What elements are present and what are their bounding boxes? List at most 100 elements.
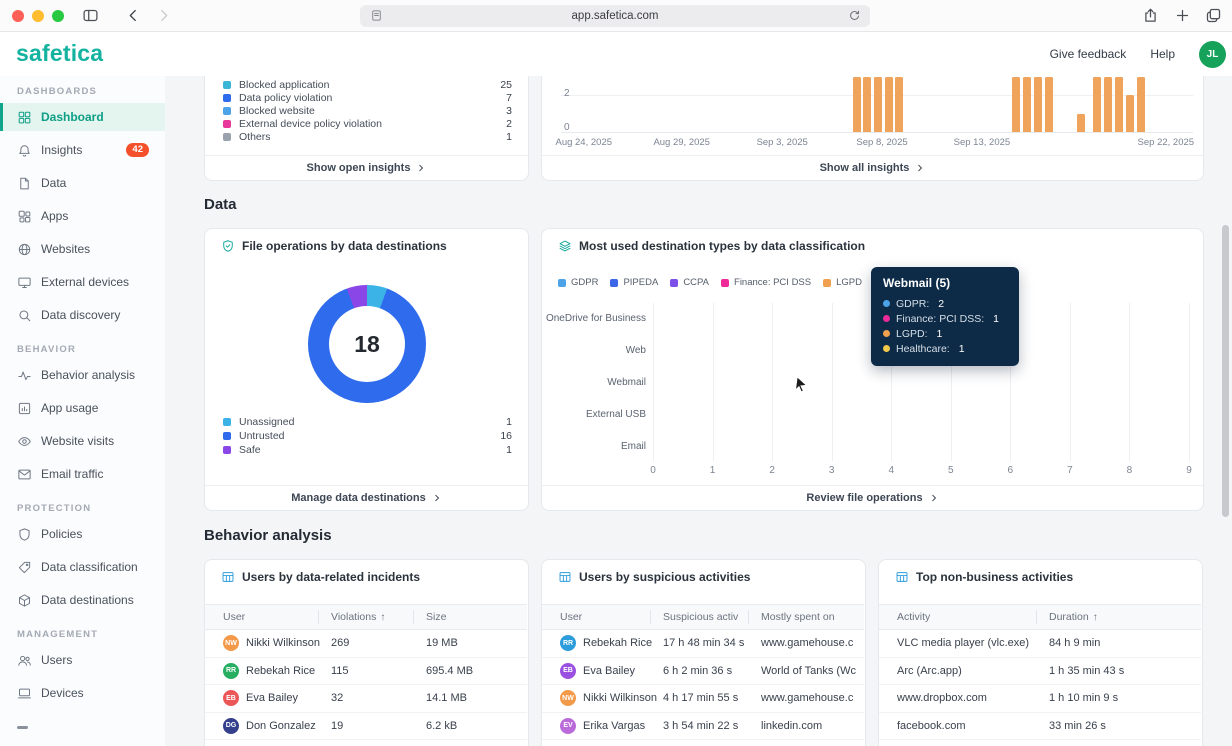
card-title: Users by suspicious activities [579,570,751,584]
sidebar-item-devices[interactable]: Devices [0,679,165,707]
table-cell: 695.4 MB [426,665,527,677]
x-tick-label: 2 [769,465,775,476]
header-label: Suspicious activ [663,611,739,623]
destination-icon [17,593,32,608]
show-all-insights-link[interactable]: Show all insights [542,155,1203,180]
manage-data-destinations-link[interactable]: Manage data destinations [205,485,528,510]
cell-text: www.gamehouse.c [761,692,854,705]
column-header[interactable]: Suspicious activ [663,604,761,630]
sidebar-item-users[interactable]: Users [0,646,165,674]
back-button[interactable] [125,7,145,25]
page-settings-icon[interactable] [370,9,383,27]
table-row[interactable]: EV Erika Vargas 3 h 54 min 22 s linkedin.co… [542,713,864,740]
cell-text: facebook.com [897,719,966,732]
gridline [772,303,774,461]
sidebar-item-data-classification[interactable]: Data classification [0,553,165,581]
table-cell: NW Nikki Wilkinson [560,690,663,707]
table-cell: 14.1 MB [426,692,527,704]
cell-text: 33 min 26 s [1049,719,1106,732]
x-axis-label: Sep 22, 2025 [1137,137,1195,148]
table-cell: www.gamehouse.c [761,692,864,704]
table-row[interactable]: RR Rebekah Rice 17 h 48 min 34 s www.gameho… [542,630,864,658]
window-close-button[interactable] [12,10,24,22]
tooltip-swatch [883,315,890,322]
destination-types-card: Most used destination types by data clas… [541,228,1204,511]
table-header: User Suspicious activ Mostly spent on [542,604,864,630]
window-zoom-button[interactable] [52,10,64,22]
sidebar-item-label: Apps [41,209,69,223]
tooltip-label: GDPR: [896,297,930,310]
legend-item: Blocked website 3 [223,104,512,117]
category-label: External USB [585,409,646,420]
bar [1044,77,1053,132]
user-avatar[interactable]: JL [1199,40,1226,68]
scrollbar-thumb[interactable] [1222,225,1229,517]
cell-text: World of Tanks (Wc [761,664,856,677]
share-icon[interactable] [1142,7,1162,25]
sidebar-item-policies[interactable]: Policies [0,520,165,548]
safetica-logo[interactable]: safetica [16,40,104,66]
cell-text: Erika Vargas [583,719,646,732]
give-feedback-link[interactable]: Give feedback [1049,47,1127,61]
sidebar-item-website-visits[interactable]: Website visits [0,427,165,455]
cell-text: 115 [331,664,349,677]
table-row[interactable]: NW Nikki Wilkinson 4 h 17 min 55 s www.game… [542,685,864,713]
cell-text: Arc (Arc.app) [897,664,962,677]
sidebar-item-dashboard[interactable]: Dashboard [0,103,165,131]
help-link[interactable]: Help [1150,47,1175,61]
address-bar[interactable]: app.safetica.com [360,5,870,27]
table-row[interactable]: facebook.com 33 min 26 s [879,713,1201,740]
legend-item: Unassigned 1 [223,415,512,429]
top-nonbusiness-card: Top non-business activities Activity Dura… [878,559,1203,746]
new-tab-icon[interactable] [1174,7,1194,25]
reload-icon[interactable] [848,9,861,27]
sidebar-section-label: MANAGEMENT [17,629,99,640]
sidebar-item-websites[interactable]: Websites [0,235,165,263]
column-header[interactable]: User [560,604,663,630]
forward-button[interactable] [155,7,175,25]
table-row[interactable]: Arc (Arc.app) 1 h 35 min 43 s [879,658,1201,685]
bar [1012,77,1021,132]
sidebar-item-data[interactable]: Data [0,169,165,197]
column-header[interactable]: Duration ↑ [1049,604,1201,630]
review-file-operations-link[interactable]: Review file operations [542,485,1203,510]
sidebar-toggle-icon[interactable] [82,7,102,25]
window-minimize-button[interactable] [32,10,44,22]
window-controls [12,10,64,22]
sidebar-item-email-traffic[interactable]: Email traffic [0,460,165,488]
column-header[interactable]: Violations ↑ [331,604,426,630]
sidebar-item-apps[interactable]: Apps [0,202,165,230]
sidebar-item-app-usage[interactable]: App usage [0,394,165,422]
cell-text: Nikki Wilkinson [246,637,320,650]
table-row[interactable]: NW Nikki Wilkinson 269 19 MB [205,630,527,658]
table-body: NW Nikki Wilkinson 269 19 MB RR Rebekah Rice 1… [205,630,527,740]
tooltip-swatch [883,330,890,337]
table-row[interactable]: RR Rebekah Rice 115 695.4 MB [205,658,527,685]
cell-text: 1 h 10 min 9 s [1049,692,1119,705]
show-open-insights-link[interactable]: Show open insights [205,155,528,180]
legend-label: Others [239,131,271,144]
table-row[interactable]: EB Eva Bailey 32 14.1 MB [205,685,527,713]
column-header[interactable]: Size [426,604,527,630]
bar [1104,77,1113,132]
sidebar-item-insights[interactable]: Insights 42 [0,136,165,164]
column-header[interactable]: Mostly spent on [761,604,864,630]
document-icon [17,176,32,191]
sidebar: DASHBOARDS Dashboard Insights 42 Data Apps Web… [0,76,165,746]
table-row[interactable]: VLC media player (vlc.exe) 84 h 9 min [879,630,1201,658]
table-row[interactable]: EB Eva Bailey 6 h 2 min 36 s World of Tanks… [542,658,864,685]
sidebar-section-label: PROTECTION [17,503,92,514]
table-row[interactable]: www.dropbox.com 1 h 10 min 9 s [879,685,1201,713]
sidebar-item-partial[interactable] [17,726,28,729]
legend-label: Blocked website [239,104,315,117]
category-label: Webmail [607,377,646,388]
tabs-icon[interactable] [1205,7,1225,25]
table-row[interactable]: DG Don Gonzalez 19 6.2 kB [205,713,527,740]
legend-item: PIPEDA [610,277,658,288]
sidebar-item-data-discovery[interactable]: Data discovery [0,301,165,329]
sidebar-item-behavior-analysis[interactable]: Behavior analysis [0,361,165,389]
column-header[interactable]: Activity [897,604,1049,630]
sidebar-item-external-devices[interactable]: External devices [0,268,165,296]
sidebar-item-data-destinations[interactable]: Data destinations [0,586,165,614]
column-header[interactable]: User [223,604,331,630]
